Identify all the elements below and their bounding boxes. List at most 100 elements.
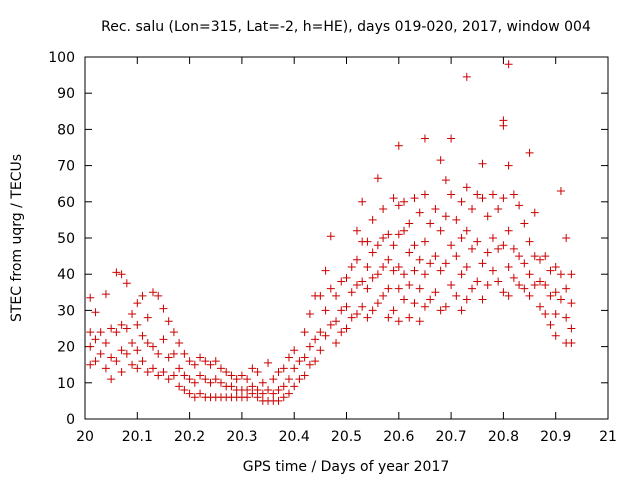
data-point <box>525 270 534 279</box>
data-point <box>154 349 163 358</box>
data-point <box>373 174 382 183</box>
data-point <box>122 279 131 288</box>
data-point <box>232 375 241 384</box>
data-point <box>91 308 100 317</box>
data-point <box>400 270 409 279</box>
data-point <box>373 299 382 308</box>
data-point <box>311 357 320 366</box>
data-point <box>216 364 225 373</box>
data-point <box>175 382 184 391</box>
data-point <box>332 317 341 326</box>
x-tick-label: 20.5 <box>331 429 362 445</box>
data-point <box>248 389 257 398</box>
data-point <box>431 288 440 297</box>
data-point <box>248 364 257 373</box>
data-point <box>86 342 95 351</box>
data-point <box>494 205 503 214</box>
data-point <box>279 393 288 402</box>
data-point <box>358 197 367 206</box>
data-point <box>536 255 545 264</box>
y-axis-label: STEC from uqrg / TECUs <box>9 154 25 322</box>
data-point <box>462 295 471 304</box>
data-point <box>389 306 398 315</box>
data-point <box>462 183 471 192</box>
data-point <box>122 324 131 333</box>
data-point <box>441 302 450 311</box>
data-point <box>342 324 351 333</box>
data-point <box>499 288 508 297</box>
data-point <box>148 288 157 297</box>
x-tick-label: 20.3 <box>226 429 257 445</box>
data-point <box>227 382 236 391</box>
data-point <box>143 313 152 322</box>
data-point <box>436 226 445 235</box>
data-point <box>133 346 142 355</box>
data-point <box>279 382 288 391</box>
y-tick-label: 40 <box>57 267 75 283</box>
data-point <box>96 328 105 337</box>
data-point <box>462 226 471 235</box>
data-point <box>394 230 403 239</box>
data-point <box>326 232 335 241</box>
data-point <box>264 386 273 395</box>
data-point <box>164 353 173 362</box>
data-point <box>499 121 508 130</box>
y-tick-label: 90 <box>57 86 75 102</box>
data-point <box>128 338 137 347</box>
data-points <box>86 60 576 405</box>
data-point <box>515 252 524 261</box>
data-point <box>138 357 147 366</box>
data-point <box>468 205 477 214</box>
data-point <box>264 358 273 367</box>
data-point <box>468 244 477 253</box>
data-point <box>169 371 178 380</box>
data-point <box>185 389 194 398</box>
data-point <box>133 364 142 373</box>
data-point <box>316 346 325 355</box>
data-point <box>117 346 126 355</box>
data-point <box>368 248 377 257</box>
data-point <box>326 320 335 329</box>
data-point <box>101 364 110 373</box>
data-point <box>452 252 461 261</box>
data-point <box>274 386 283 395</box>
data-point <box>551 331 560 340</box>
data-point <box>243 386 252 395</box>
x-tick-label: 20.2 <box>174 429 205 445</box>
data-point <box>253 386 262 395</box>
data-point <box>284 353 293 362</box>
data-point <box>86 293 95 302</box>
data-point <box>520 219 529 228</box>
data-point <box>363 284 372 293</box>
data-point <box>499 241 508 250</box>
data-point <box>436 156 445 165</box>
data-point <box>478 194 487 203</box>
data-point <box>143 367 152 376</box>
data-point <box>117 270 126 279</box>
data-point <box>211 375 220 384</box>
data-point <box>352 310 361 319</box>
data-point <box>248 382 257 391</box>
data-point <box>133 299 142 308</box>
data-point <box>284 389 293 398</box>
data-point <box>185 375 194 384</box>
data-point <box>384 284 393 293</box>
data-point <box>379 205 388 214</box>
data-point <box>180 386 189 395</box>
data-point <box>541 281 550 290</box>
data-point <box>206 378 215 387</box>
data-point <box>541 252 550 261</box>
data-point <box>410 194 419 203</box>
data-point <box>112 357 121 366</box>
data-point <box>400 295 409 304</box>
data-point <box>128 360 137 369</box>
data-point <box>133 320 142 329</box>
data-point <box>405 313 414 322</box>
data-point <box>426 295 435 304</box>
data-point <box>96 349 105 358</box>
data-point <box>101 338 110 347</box>
x-tick-label: 20.4 <box>279 429 310 445</box>
data-point <box>556 270 565 279</box>
data-point <box>222 367 231 376</box>
data-point <box>546 291 555 300</box>
